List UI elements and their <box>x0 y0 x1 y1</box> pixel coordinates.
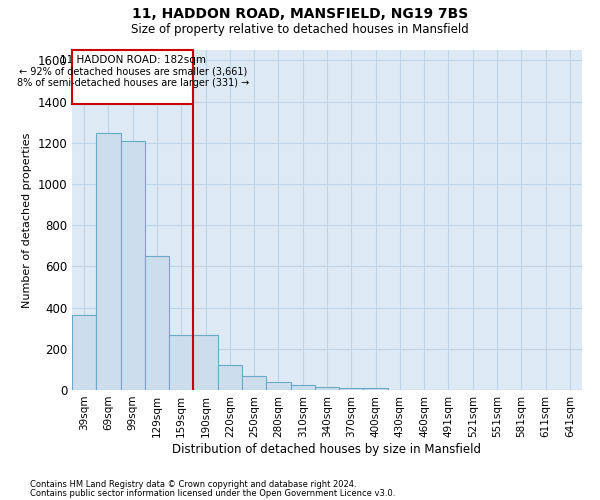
X-axis label: Distribution of detached houses by size in Mansfield: Distribution of detached houses by size … <box>173 442 482 456</box>
Bar <box>145 256 169 390</box>
Bar <box>96 133 121 390</box>
Bar <box>72 50 193 104</box>
Bar <box>339 388 364 390</box>
Bar <box>72 316 96 390</box>
Bar <box>266 382 290 390</box>
Bar <box>218 366 242 390</box>
Text: Contains public sector information licensed under the Open Government Licence v3: Contains public sector information licen… <box>30 488 395 498</box>
Bar <box>290 386 315 390</box>
Bar <box>242 376 266 390</box>
Bar <box>315 387 339 390</box>
Bar <box>193 336 218 390</box>
Text: Contains HM Land Registry data © Crown copyright and database right 2024.: Contains HM Land Registry data © Crown c… <box>30 480 356 489</box>
Text: 11, HADDON ROAD, MANSFIELD, NG19 7BS: 11, HADDON ROAD, MANSFIELD, NG19 7BS <box>132 8 468 22</box>
Bar <box>364 388 388 390</box>
Y-axis label: Number of detached properties: Number of detached properties <box>22 132 32 308</box>
Bar <box>169 336 193 390</box>
Text: ← 92% of detached houses are smaller (3,661): ← 92% of detached houses are smaller (3,… <box>19 66 247 76</box>
Text: 11 HADDON ROAD: 182sqm: 11 HADDON ROAD: 182sqm <box>60 55 206 65</box>
Text: Size of property relative to detached houses in Mansfield: Size of property relative to detached ho… <box>131 24 469 36</box>
Bar <box>121 140 145 390</box>
Text: 8% of semi-detached houses are larger (331) →: 8% of semi-detached houses are larger (3… <box>17 78 249 88</box>
